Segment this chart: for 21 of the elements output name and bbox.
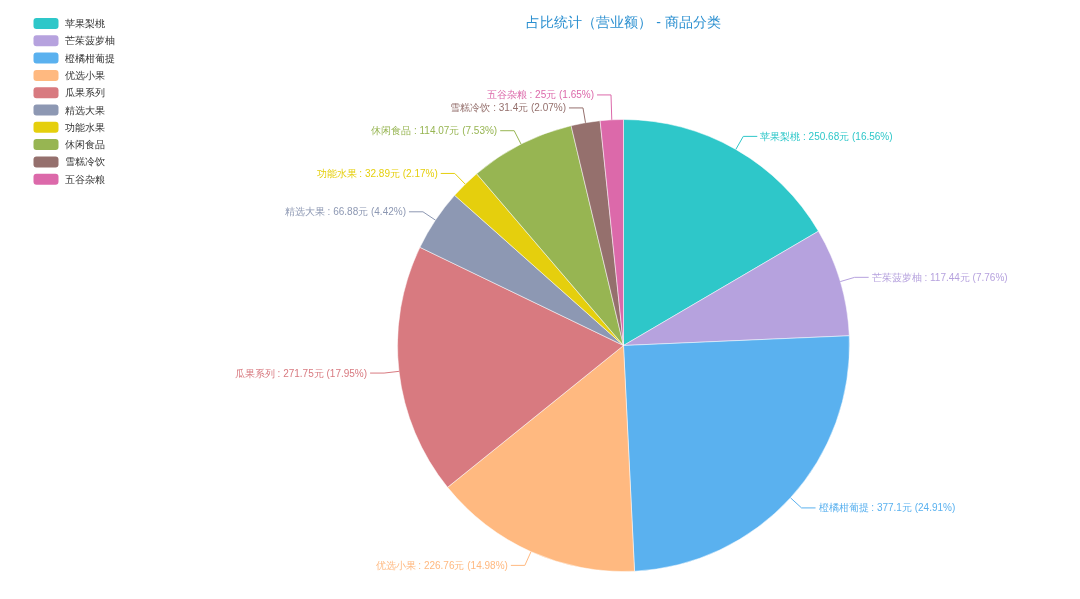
legend-label: 优选小果 [64,69,105,81]
data-label: 苹果梨桃 : 250.68元 (16.56%) [760,130,893,142]
legend-label: 橙橘柑葡提 [64,52,115,64]
legend-label: 雪糕冷饮 [64,156,105,168]
data-label: 瓜果系列 : 271.75元 (17.95%) [234,367,368,379]
legend-label: 五谷杂粮 [64,173,105,185]
legend-label: 瓜果系列 [64,87,105,99]
legend-label: 苹果梨桃 [64,18,105,29]
legend-label: 精选大果 [64,104,105,116]
legend-label: 芒茱菠萝柚 [64,35,115,47]
data-label: 芒茱菠萝柚 : 117.44元 (7.76%) [871,271,1008,283]
chart-title: 占比统计（营业额） - 商品分类 [526,13,721,30]
data-label: 五谷杂粮 : 25元 (1.65%) [486,89,595,101]
data-label: 优选小果 : 226.76元 (14.98%) [375,559,508,571]
data-label: 休闲食品 : 114.07元 (7.53%) [371,125,498,137]
data-label: 精选大果 : 66.88元 (4.42%) [284,206,406,218]
data-label: 雪糕冷饮 : 31.4元 (2.07%) [450,102,566,114]
data-label: 橙橘柑葡提 : 377.1元 (24.91%) [818,502,956,514]
legend-label: 功能水果 [64,121,105,133]
legend-label: 休闲食品 [64,139,105,151]
data-label: 功能水果 : 32.89元 (2.17%) [316,167,438,179]
